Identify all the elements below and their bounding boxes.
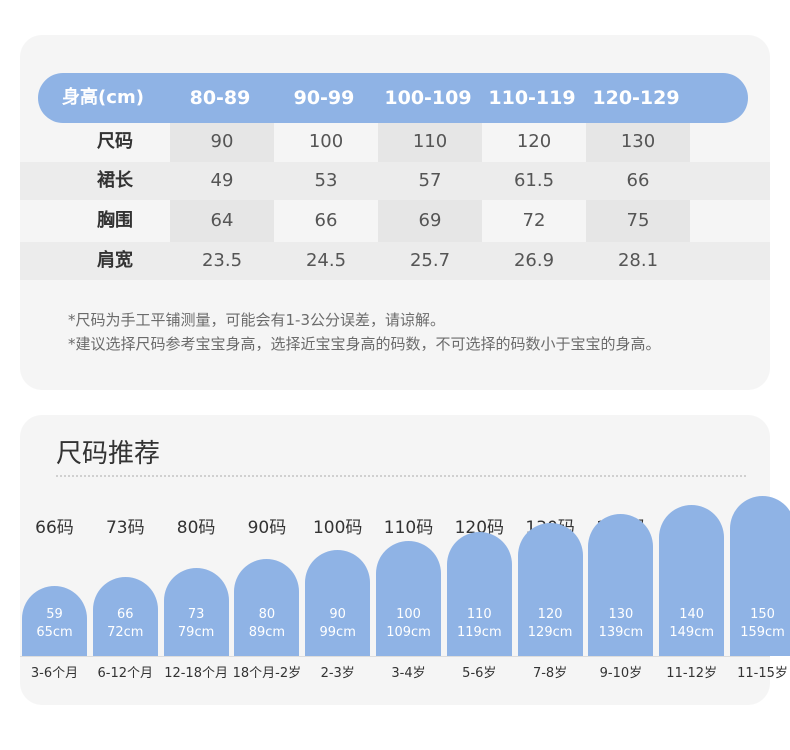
table-cell: 72 [522,210,546,231]
age-label: 18个月-2岁 [232,666,302,681]
range-end: 72cm [107,625,144,640]
age-label: 2-3岁 [320,666,355,681]
height-range-bar: 110 119cm [446,532,512,656]
size-code-label: 120码 [454,518,505,538]
size-code-label: 66码 [35,518,74,538]
height-range-bar: 59 65cm [22,586,87,656]
header-col: 120-129 [592,87,680,109]
divider [20,656,770,657]
header-height-label: 身高(cm) [62,87,144,108]
range-start: 59 [46,607,63,622]
table-cell: 49 [210,170,234,191]
range-start: 130 [608,607,634,622]
header-col: 100-109 [384,87,472,109]
range-start: 100 [396,607,421,622]
range-start: 110 [466,607,492,622]
range-start: 73 [187,607,205,622]
height-range-bar: 150 159cm [730,496,790,656]
size-table-card: 身高(cm) 80-89 90-99 100-109 110-119 120-1… [20,35,770,390]
range-start: 90 [329,607,346,622]
height-range-bar: 66 72cm [92,577,158,656]
table-cell: 110 [412,131,448,152]
table-cell: 23.5 [201,250,243,271]
height-range-bar: 140 149cm [659,505,725,656]
table-cell: 57 [418,170,442,191]
range-start: 80 [258,607,276,622]
note-line: *建议选择尺码参考宝宝身高，选择近宝宝身高的码数，不可选择的码数小于宝宝的身高。 [68,335,661,353]
age-label: 5-6岁 [462,666,497,681]
section-title: 尺码推荐 [56,439,161,469]
size-code-label: 73码 [105,518,145,538]
range-start: 150 [750,607,775,622]
range-start: 66 [117,607,134,622]
table-cell: 28.1 [617,250,659,271]
size-code-label: 90码 [247,518,287,538]
row-stripe [20,162,770,200]
size-code-label: 100码 [312,518,363,538]
size-code-label: 110码 [383,518,434,538]
row-label: 肩宽 [97,250,133,271]
range-end: 89cm [248,625,286,640]
range-end: 79cm [177,625,215,640]
table-cell: 53 [314,170,338,191]
table-cell: 25.7 [409,250,451,271]
range-end: 149cm [669,625,714,640]
table-cell: 61.5 [513,170,555,191]
range-end: 65cm [36,625,73,640]
table-cell: 75 [626,210,650,231]
table-cell: 69 [418,210,442,231]
range-start: 120 [537,607,563,622]
age-label: 3-4岁 [391,666,426,681]
age-label: 6-12个月 [97,666,154,681]
table-cell: 66 [314,210,338,231]
age-label: 3-6个月 [30,666,79,681]
note-line: *尺码为手工平铺测量，可能会有1-3公分误差，请谅解。 [68,311,446,329]
row-label: 尺码 [97,131,133,152]
header-col: 80-89 [189,87,251,109]
range-end: 139cm [598,625,644,640]
size-table-header: 身高(cm) 80-89 90-99 100-109 110-119 120-1… [38,73,748,123]
table-cell: 64 [210,210,234,231]
height-range-bar: 90 99cm [305,550,371,656]
range-end: 109cm [386,625,431,640]
range-end: 119cm [456,625,502,640]
age-label: 11-15岁 [737,666,788,681]
age-label: 9-10岁 [599,666,643,681]
table-cell: 100 [308,131,344,152]
age-label: 12-18个月 [164,666,228,681]
size-recommendation-card: 尺码推荐 66码 59 65cm 3-6个月 73码 66 72cm 6-12个月 80码 73 7… [20,415,790,705]
height-range-bar: 73 79cm [163,568,229,656]
table-cell: 26.9 [513,250,555,271]
height-range-bar: 130 139cm [588,514,654,656]
age-label: 7-8岁 [532,666,568,681]
table-cell: 120 [516,131,552,152]
table-cell: 90 [210,131,234,152]
size-code-label: 80码 [176,518,216,538]
table-cell: 66 [626,170,650,191]
height-range-bar: 120 129cm [517,523,583,656]
row-label: 胸围 [97,210,133,231]
row-label: 裙长 [97,170,133,191]
table-cell: 24.5 [305,250,347,271]
age-label: 11-12岁 [666,666,718,681]
header-col: 110-119 [488,87,576,109]
range-end: 159cm [740,625,785,640]
height-range-bar: 100 109cm [376,541,441,656]
range-end: 129cm [527,625,573,640]
range-end: 99cm [319,625,356,640]
table-cell: 130 [620,131,656,152]
header-col: 90-99 [293,87,355,109]
row-stripe [20,242,770,280]
range-start: 140 [679,607,705,622]
divider [56,475,746,477]
height-range-bar: 80 89cm [234,559,300,656]
